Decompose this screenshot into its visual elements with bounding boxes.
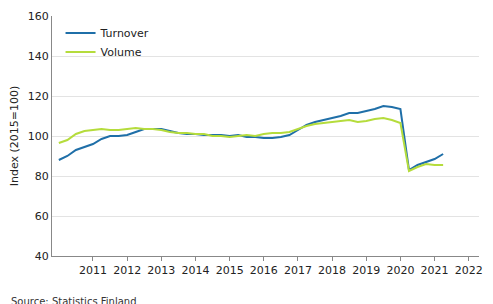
- svg-text:40: 40: [35, 250, 49, 263]
- svg-text:Source: Statistics Finland: Source: Statistics Finland: [11, 296, 137, 304]
- svg-text:60: 60: [35, 210, 49, 223]
- svg-text:2014: 2014: [181, 264, 209, 277]
- svg-text:120: 120: [28, 90, 49, 103]
- svg-text:2022: 2022: [455, 264, 483, 277]
- svg-text:2021: 2021: [421, 264, 449, 277]
- svg-text:100: 100: [28, 130, 49, 143]
- svg-text:80: 80: [35, 170, 49, 183]
- svg-text:Turnover: Turnover: [100, 27, 149, 40]
- svg-text:140: 140: [28, 50, 49, 63]
- svg-text:2012: 2012: [113, 264, 141, 277]
- svg-text:2015: 2015: [216, 264, 244, 277]
- svg-text:2018: 2018: [318, 264, 346, 277]
- svg-text:2019: 2019: [352, 264, 380, 277]
- svg-text:Index (2015=100): Index (2015=100): [8, 86, 21, 187]
- svg-text:2017: 2017: [284, 264, 312, 277]
- svg-text:2013: 2013: [147, 264, 175, 277]
- svg-text:160: 160: [28, 10, 49, 23]
- svg-text:Volume: Volume: [101, 46, 142, 59]
- svg-text:2016: 2016: [250, 264, 278, 277]
- svg-text:2011: 2011: [79, 264, 107, 277]
- svg-text:2020: 2020: [386, 264, 414, 277]
